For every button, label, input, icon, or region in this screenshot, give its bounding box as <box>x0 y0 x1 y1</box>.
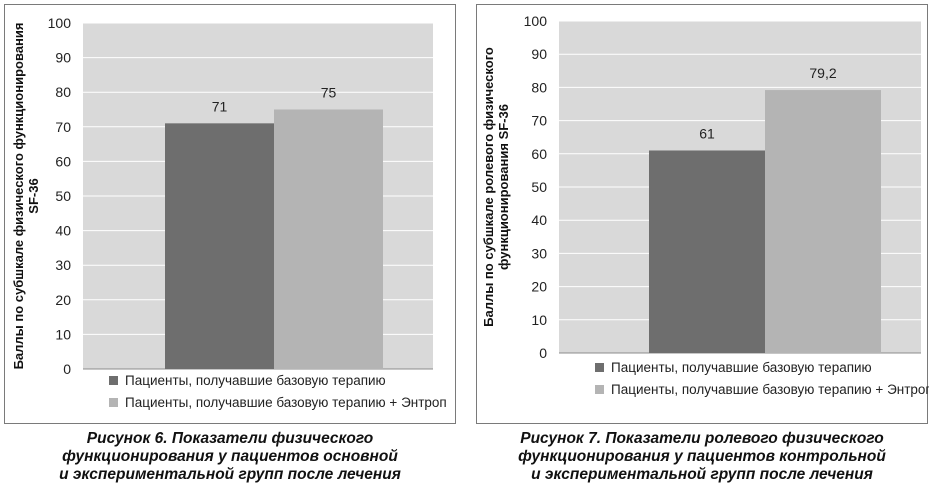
legend-entry: Пациенты, получавшие базовую терапию <box>125 373 386 388</box>
y-tick-label: 40 <box>531 212 547 228</box>
y-axis-label: SF-36 <box>26 178 41 213</box>
y-tick-label: 50 <box>55 188 71 204</box>
caption-line: функционирования у пациентов контрольной <box>518 448 886 465</box>
y-tick-label: 50 <box>531 179 547 195</box>
caption-line: и экспериментальной групп после лечения <box>59 466 401 483</box>
y-tick-label: 70 <box>531 113 547 129</box>
y-tick-label: 80 <box>531 79 547 95</box>
y-tick-label: 10 <box>531 312 547 328</box>
data-label: 61 <box>699 125 715 141</box>
y-tick-label: 100 <box>48 15 72 31</box>
legend-entry: Пациенты, получавшие базовую терапию + Э… <box>611 382 929 397</box>
data-label: 79,2 <box>809 65 836 81</box>
y-tick-label: 90 <box>531 46 547 62</box>
bar <box>165 123 274 369</box>
y-axis-label: Баллы по субшкале физического функционир… <box>11 23 26 370</box>
data-label: 71 <box>212 98 228 114</box>
bar <box>274 109 383 369</box>
y-axis-label: Баллы по субшкале ролевого физического <box>481 47 496 327</box>
y-tick-label: 20 <box>531 279 547 295</box>
data-label: 75 <box>321 85 337 101</box>
caption-line: Рисунок 7. Показатели ролевого физическо… <box>520 430 884 447</box>
caption-line: и экспериментальной групп после лечения <box>531 466 873 483</box>
chart-figure-6: 0 10 20 30 40 50 60 70 80 90 100 71 75 Баллы по субшк… <box>11 15 447 410</box>
y-tick-label: 30 <box>531 245 547 261</box>
chart-figure-7: 0 10 20 30 40 50 60 70 80 90 100 61 79,2 Баллы по суб… <box>481 13 929 397</box>
y-tick-label: 80 <box>55 84 71 100</box>
legend-swatch <box>109 398 118 407</box>
chart-panel-figure-7: 0 10 20 30 40 50 60 70 80 90 100 61 79,2 Баллы по суб… <box>476 4 929 424</box>
legend-swatch <box>109 376 118 385</box>
chart-panel-figure-6: 0 10 20 30 40 50 60 70 80 90 100 71 75 Баллы по субшк… <box>4 4 456 424</box>
y-tick-label: 100 <box>524 13 548 29</box>
y-tick-label: 60 <box>531 146 547 162</box>
y-tick-label: 30 <box>55 257 71 273</box>
y-tick-label: 90 <box>55 50 71 66</box>
y-tick-label: 10 <box>55 326 71 342</box>
y-tick-label: 40 <box>55 223 71 239</box>
legend-entry: Пациенты, получавшие базовую терапию <box>611 360 872 375</box>
y-axis-label: функционирования SF-36 <box>496 104 511 270</box>
y-tick-label: 70 <box>55 119 71 135</box>
y-tick-label: 20 <box>55 292 71 308</box>
legend-entry: Пациенты, получавшие базовую терапию + Э… <box>125 395 447 410</box>
bar <box>649 150 765 353</box>
y-tick-label: 0 <box>539 345 547 361</box>
y-tick-label: 0 <box>63 361 71 377</box>
legend-swatch <box>595 385 604 394</box>
bar <box>765 90 881 353</box>
caption-line: Рисунок 6. Показатели физического <box>86 430 374 447</box>
figure-6-caption: Рисунок 6. Показатели физического функци… <box>4 430 456 484</box>
legend-swatch <box>595 363 604 372</box>
figure-7-caption: Рисунок 7. Показатели ролевого физическо… <box>476 430 928 484</box>
caption-line: функционирования у пациентов основной <box>62 448 398 465</box>
y-tick-label: 60 <box>55 153 71 169</box>
